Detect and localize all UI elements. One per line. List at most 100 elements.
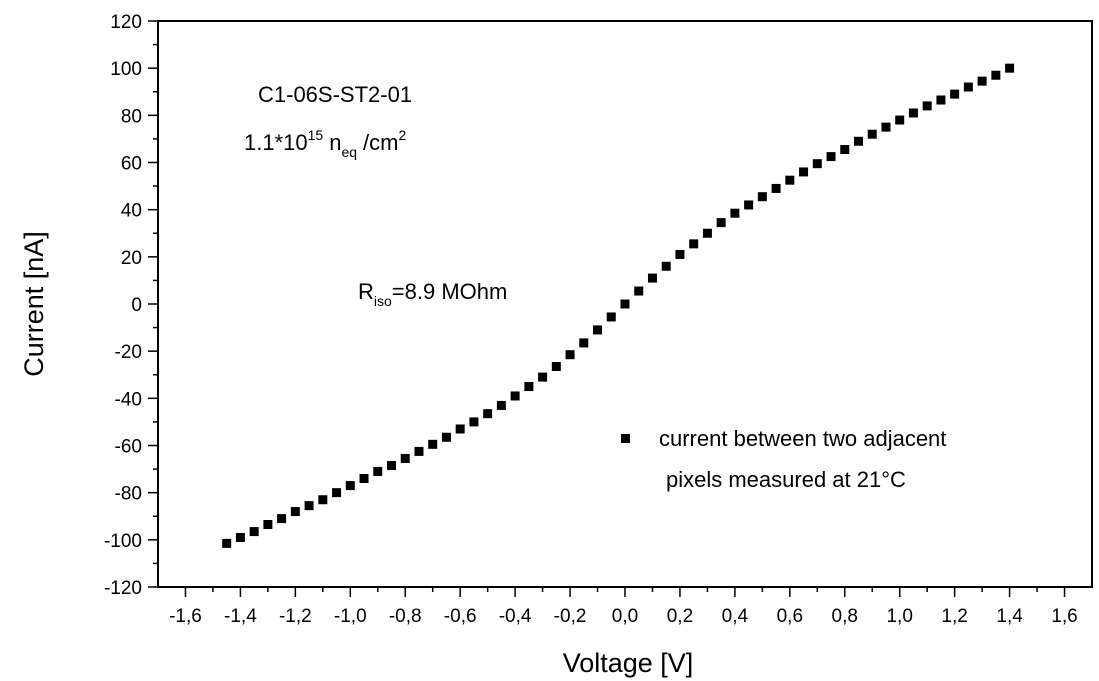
fluence-label: 1.1*1015 neq/cm2 <box>244 127 406 160</box>
y-tick-label: -120 <box>104 578 142 599</box>
x-tick-label: 1,6 <box>1051 606 1077 627</box>
data-point <box>661 261 671 271</box>
data-point <box>373 466 383 476</box>
x-tick-label: 1,2 <box>941 606 967 627</box>
data-point <box>1005 63 1015 73</box>
data-point <box>812 159 822 169</box>
y-tick-label: 100 <box>110 59 142 80</box>
x-tick-label: -1,0 <box>334 606 367 627</box>
data-point <box>524 382 534 392</box>
x-tick-label: -1,4 <box>224 606 257 627</box>
data-point <box>895 115 905 125</box>
data-point <box>359 474 369 484</box>
data-point <box>565 350 575 360</box>
data-point <box>881 122 891 132</box>
data-point <box>551 361 561 371</box>
data-points <box>222 63 1015 548</box>
data-point <box>469 417 479 427</box>
data-point <box>496 400 506 410</box>
data-point <box>908 108 918 118</box>
data-point <box>730 208 740 218</box>
y-tick-label: -60 <box>115 437 142 458</box>
y-tick-label: 20 <box>121 248 142 269</box>
x-tick-label: -0,8 <box>389 606 422 627</box>
x-tick-label: 0,0 <box>612 606 638 627</box>
y-tick-label: 120 <box>110 12 142 33</box>
data-point <box>689 239 699 249</box>
data-point <box>318 495 328 505</box>
data-point <box>606 312 616 322</box>
data-point <box>235 532 245 542</box>
data-point <box>222 538 232 548</box>
data-point <box>867 129 877 139</box>
tick-labels: -1,6 -1,4 -1,2 -1,0 -0,8 -0,6 -0,4 -0,2 0,0 0,2 0,… <box>104 12 1078 627</box>
x-tick-label: -0,6 <box>444 606 477 627</box>
data-point <box>277 514 287 524</box>
plot-frame <box>157 20 1093 588</box>
sample-id-label: C1-06S-ST2-01 <box>258 82 412 107</box>
data-point <box>647 273 657 283</box>
data-point <box>716 218 726 228</box>
data-point <box>922 101 932 111</box>
x-tick-label: -1,2 <box>279 606 312 627</box>
legend-text-line2: pixels measured at 21°C <box>666 467 906 492</box>
data-point <box>593 325 603 335</box>
data-point <box>249 527 259 537</box>
data-point <box>757 192 767 202</box>
legend-text-line1: current between two adjacent <box>659 426 946 451</box>
y-tick-label: -20 <box>115 342 142 363</box>
x-tick-label: 0,4 <box>722 606 749 627</box>
data-point <box>936 95 946 105</box>
legend-marker <box>621 434 630 443</box>
data-point <box>977 76 987 86</box>
x-tick-label: -1,6 <box>169 606 202 627</box>
data-point <box>428 439 438 449</box>
x-tick-label: 0,8 <box>832 606 858 627</box>
data-point <box>840 145 850 155</box>
data-point <box>332 488 342 498</box>
x-axis-title: Voltage [V] <box>563 648 694 678</box>
data-point <box>441 432 451 442</box>
data-point <box>991 70 1001 80</box>
data-point <box>785 175 795 185</box>
x-tick-label: 0,2 <box>667 606 693 627</box>
data-point <box>414 446 424 456</box>
data-point <box>579 338 589 348</box>
data-point <box>345 481 355 491</box>
data-point <box>744 200 754 210</box>
data-point <box>263 520 273 530</box>
data-point <box>771 183 781 193</box>
data-point <box>510 391 520 401</box>
data-point <box>620 299 630 309</box>
data-point <box>826 152 836 162</box>
data-point <box>304 501 314 511</box>
y-tick-label: -100 <box>104 531 142 552</box>
y-tick-label: 60 <box>121 154 142 175</box>
y-tick-label: -40 <box>115 389 142 410</box>
y-axis-title: Current [nA] <box>19 231 49 377</box>
data-point <box>702 228 712 238</box>
data-point <box>799 167 809 177</box>
y-tick-label: 40 <box>121 201 142 222</box>
data-point <box>455 424 465 434</box>
y-tick-label: 80 <box>121 106 142 127</box>
data-point <box>387 461 396 471</box>
data-point <box>675 249 685 259</box>
data-point <box>290 507 300 517</box>
y-tick-label: 0 <box>131 295 142 316</box>
data-point <box>400 453 410 463</box>
data-point <box>483 409 493 419</box>
data-point <box>963 82 973 92</box>
x-tick-label: -0,2 <box>554 606 587 627</box>
x-tick-label: 1,4 <box>996 606 1023 627</box>
y-tick-label: -80 <box>115 484 142 505</box>
x-tick-label: 1,0 <box>886 606 912 627</box>
x-tick-label: -0,4 <box>499 606 532 627</box>
x-tick-label: 0,6 <box>777 606 803 627</box>
data-point <box>854 136 863 146</box>
isolation-resistance-label: Riso=8.9 MOhm <box>358 279 507 309</box>
data-point <box>538 372 548 382</box>
data-point <box>634 286 644 296</box>
data-point <box>950 89 960 99</box>
